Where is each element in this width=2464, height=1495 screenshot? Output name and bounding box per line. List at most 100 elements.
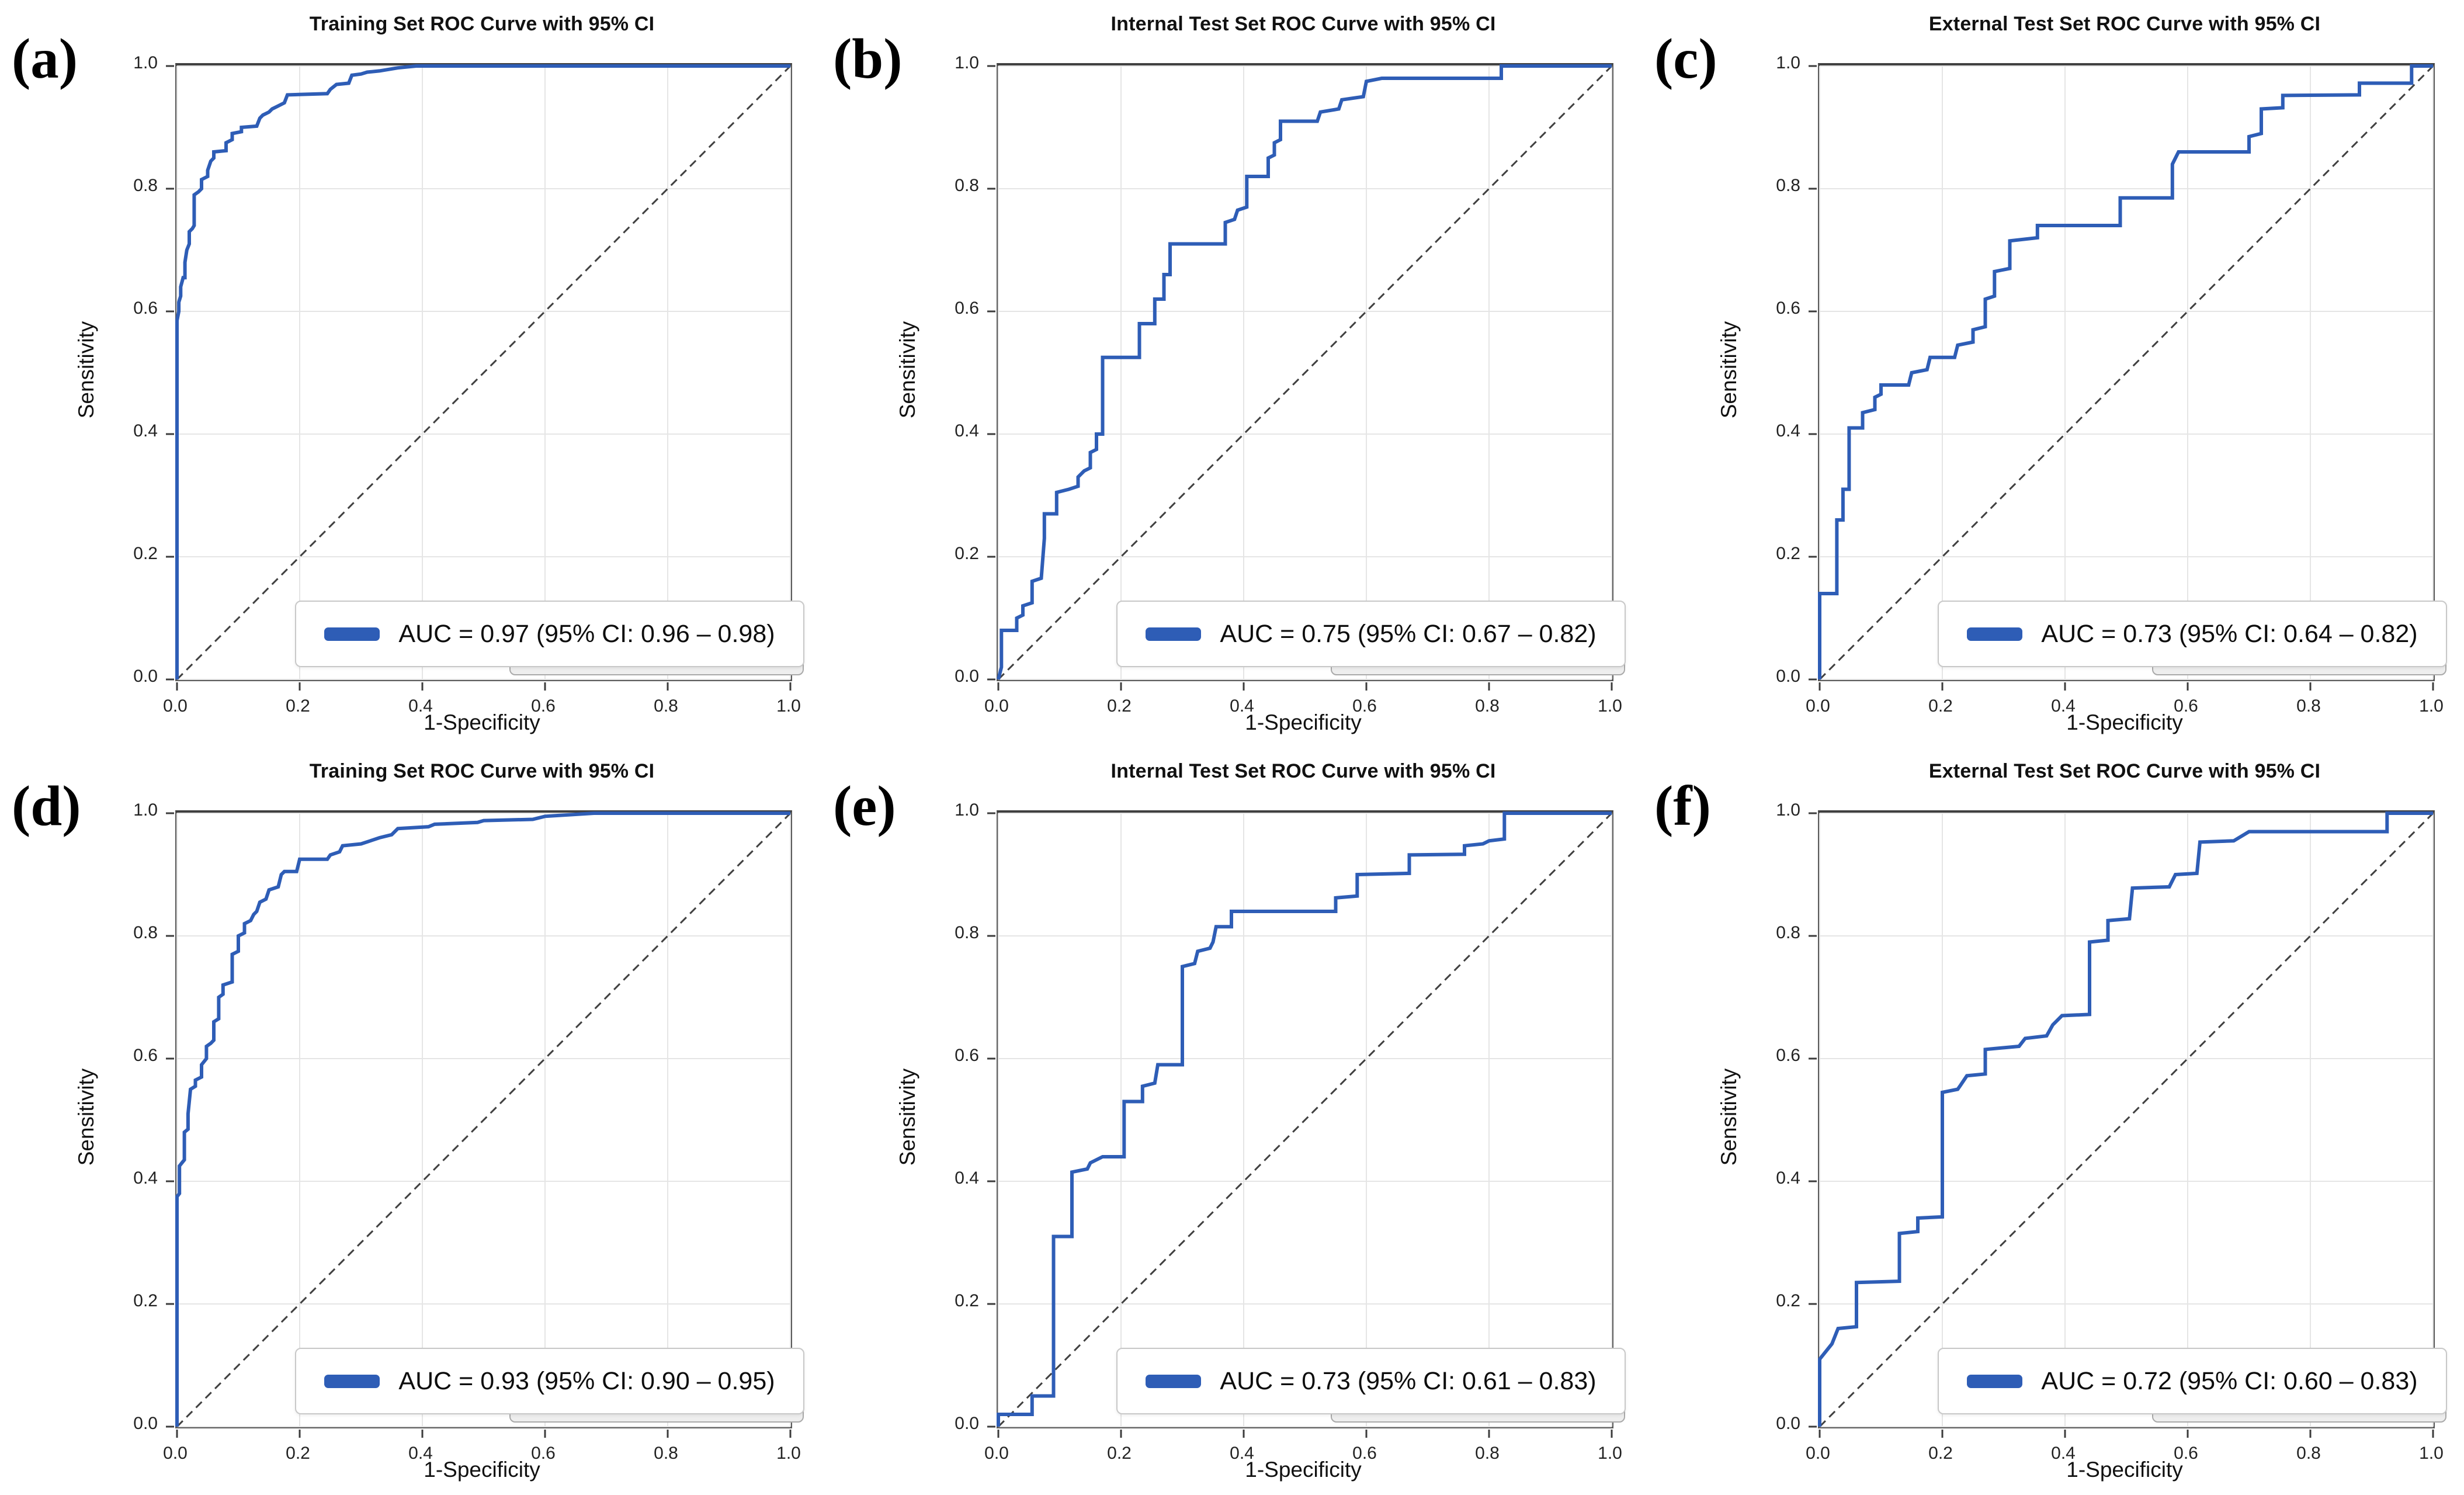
panel-title: Training Set ROC Curve with 95% CI [309,760,655,782]
plot-area [1809,810,2435,1438]
x-tick-label: 0.8 [654,1444,678,1463]
panel-label-a: (a) [12,27,78,90]
panel-label-b: (b) [833,27,903,90]
panel-e: (e) Internal Test Set ROC Curve with 95%… [821,747,1643,1495]
x-tick-label: 0.6 [1352,696,1377,716]
y-tick-label: 0.0 [955,667,979,686]
roc-plot-svg [987,811,1613,1438]
y-tick-label: 0.8 [1776,176,1800,195]
x-tick-label: 0.2 [286,1444,310,1463]
y-axis-title: Sensitivity [74,321,98,419]
x-tick-label: 1.0 [1598,1444,1622,1463]
x-tick-label: 0.6 [531,1444,556,1463]
x-tick-label: 1.0 [1598,696,1622,716]
y-tick-label: 1.0 [955,53,979,72]
auc-legend: AUC = 0.93 (95% CI: 0.90 – 0.95) [295,1348,804,1414]
roc-curve [1818,811,2433,1427]
x-tick-label: 0.0 [1806,696,1830,716]
y-tick-label: 0.2 [133,544,158,563]
chance-diagonal-line [997,812,1613,1428]
panel-title: External Test Set ROC Curve with 95% CI [1928,760,2321,782]
x-tick-label: 1.0 [2419,696,2444,716]
auc-legend-text: AUC = 0.73 (95% CI: 0.61 – 0.83) [1220,1366,1597,1395]
y-tick-label: 0.2 [955,1291,979,1310]
y-tick-label: 0.6 [1776,1046,1800,1065]
x-tick-label: 0.8 [1475,1444,1500,1463]
panel-a: (a) Training Set ROC Curve with 95% CI S… [0,0,821,747]
chance-diagonal-line [1818,812,2434,1428]
y-tick-label: 1.0 [1776,800,1800,820]
chance-diagonal-line [1818,65,2434,681]
y-tick-label: 0.0 [133,667,158,686]
x-tick-label: 0.2 [1107,696,1132,716]
roc-line-swatch [1146,627,1202,641]
x-axis-title: 1-Specificity [424,1458,540,1482]
y-tick-label: 0.2 [1776,544,1800,563]
x-tick-label: 1.0 [2419,1444,2444,1463]
auc-legend-text: AUC = 0.72 (95% CI: 0.60 – 0.83) [2041,1366,2418,1395]
y-tick-label: 0.8 [133,176,158,195]
y-tick-label: 0.6 [133,299,158,318]
y-axis-title: Sensitivity [74,1068,98,1166]
x-tick-label: 0.0 [1806,1444,1830,1463]
auc-legend-text: AUC = 0.97 (95% CI: 0.96 – 0.98) [398,619,775,648]
x-tick-label: 0.2 [1928,1444,1953,1463]
roc-plot-svg [166,811,792,1438]
y-tick-label: 0.0 [955,1414,979,1433]
y-tick-label: 0.6 [1776,299,1800,318]
auc-legend: AUC = 0.73 (95% CI: 0.64 – 0.82) [1938,601,2447,667]
plot-area [987,63,1613,691]
x-tick-label: 0.0 [984,1444,1009,1463]
x-tick-label: 0.2 [1107,1444,1132,1463]
y-tick-label: 0.4 [133,421,158,440]
y-tick-label: 0.2 [955,544,979,563]
roc-plot-svg [1809,811,2434,1438]
auc-legend-text: AUC = 0.73 (95% CI: 0.64 – 0.82) [2041,619,2418,648]
x-tick-label: 0.0 [984,696,1009,716]
plot-area [1809,63,2435,691]
x-tick-label: 0.8 [654,696,678,716]
panel-label-d: (d) [12,775,81,837]
y-tick-label: 0.6 [955,1046,979,1065]
chance-diagonal-line [997,65,1613,681]
y-tick-label: 0.8 [133,923,158,942]
y-tick-label: 0.8 [955,923,979,942]
roc-curve [997,64,1612,680]
auc-legend: AUC = 0.75 (95% CI: 0.67 – 0.82) [1116,601,1626,667]
x-tick-label: 0.4 [408,1444,433,1463]
y-tick-label: 0.2 [133,1291,158,1310]
x-tick-label: 0.6 [2174,696,2198,716]
x-tick-label: 0.4 [1230,1444,1254,1463]
x-axis-title: 1-Specificity [2066,1458,2183,1482]
panel-c: (c) External Test Set ROC Curve with 95%… [1643,0,2464,747]
auc-legend-text: AUC = 0.75 (95% CI: 0.67 – 0.82) [1220,619,1597,648]
y-tick-label: 0.6 [955,299,979,318]
x-axis-title: 1-Specificity [1245,1458,1362,1482]
roc-curve [175,64,790,679]
panel-label-c: (c) [1654,27,1717,90]
roc-line-swatch [1967,1374,2023,1388]
y-tick-label: 0.4 [955,1168,979,1188]
panel-d: (d) Training Set ROC Curve with 95% CI S… [0,747,821,1495]
panel-title: Training Set ROC Curve with 95% CI [309,13,655,35]
x-tick-label: 0.0 [163,1444,188,1463]
y-axis-title: Sensitivity [896,1068,919,1166]
roc-curve [1818,64,2433,679]
y-tick-label: 0.6 [133,1046,158,1065]
y-tick-label: 0.4 [955,421,979,440]
x-tick-label: 0.4 [1230,696,1254,716]
panel-title: Internal Test Set ROC Curve with 95% CI [1110,13,1496,35]
x-tick-label: 0.2 [286,696,310,716]
plot-area [166,63,792,691]
x-axis-title: 1-Specificity [1245,710,1362,734]
y-tick-label: 0.4 [1776,1168,1800,1188]
y-tick-label: 1.0 [1776,53,1800,72]
roc-plot-svg [1809,64,2434,691]
panel-label-f: (f) [1654,775,1711,837]
panel-title: External Test Set ROC Curve with 95% CI [1928,13,2321,35]
y-tick-label: 1.0 [955,800,979,820]
x-tick-label: 0.8 [1475,696,1500,716]
roc-line-swatch [1967,627,2023,641]
roc-line-swatch [324,1374,380,1388]
